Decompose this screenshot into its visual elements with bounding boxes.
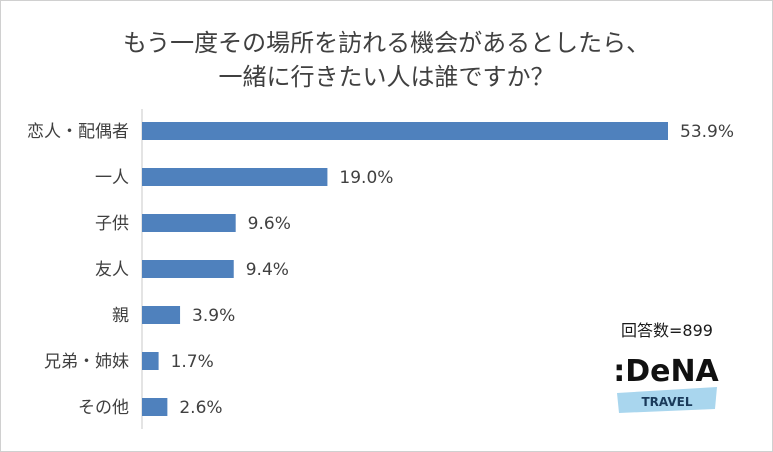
category-label: 親 [112,306,129,326]
logo-band [617,387,717,413]
value-label: 1.7% [171,352,214,372]
bar [142,214,236,232]
category-label: 兄弟・姉妹 [44,352,129,372]
bar [142,168,328,186]
bar [142,398,168,416]
value-label: 19.0% [339,168,393,188]
chart-title-line-2: 一緒に行きたい人は誰ですか？ [218,63,555,91]
chart-title-line-1: もう一度その場所を訪れる機会があるとしたら、 [122,29,651,57]
category-label: 友人 [95,260,129,280]
value-label: 9.6% [248,214,291,234]
category-label: 子供 [95,214,129,234]
category-label: その他 [78,398,129,418]
bar [142,122,668,140]
bar [142,352,159,370]
value-label: 9.4% [246,260,289,280]
bar [142,260,234,278]
category-label: 恋人・配偶者 [27,121,129,142]
logo-sub-text: TRAVEL [641,395,692,409]
bar [142,306,181,324]
response-count: 回答数=899 [621,321,713,340]
value-label: 53.9% [680,122,734,142]
category-label: 一人 [95,168,129,188]
logo-brand-text: :DeNA [613,354,719,389]
value-label: 3.9% [192,306,235,326]
dena-travel-logo: :DeNA TRAVEL [613,354,720,413]
value-label: 2.6% [179,398,222,418]
